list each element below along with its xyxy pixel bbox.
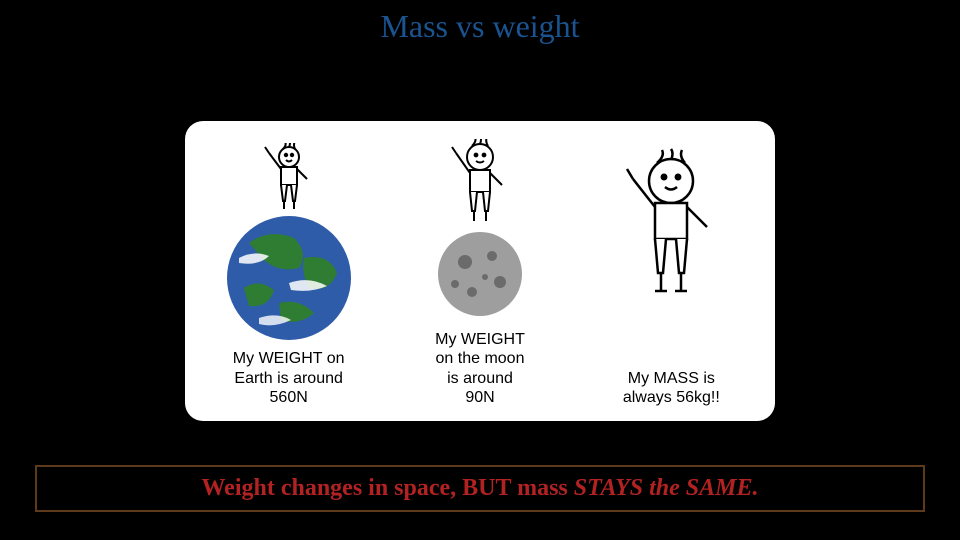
footer-text: Weight changes in space, BUT mass STAYS … xyxy=(201,475,758,501)
bullet-marker: ▪ xyxy=(60,84,90,111)
space-caption: My MASS is always 56kg!! xyxy=(623,369,720,407)
moon-caption: My WEIGHT on the moon is around 90N xyxy=(435,330,525,407)
page-title: Mass vs weight xyxy=(0,0,960,45)
bullet-item: ▪ Mass and weight ARE NOT the same!! xyxy=(60,55,900,82)
illustration-card: My WEIGHT on Earth is around 560N xyxy=(185,121,775,421)
bullet-item: ▪ WEIGHT is dependent on gravity, not ma… xyxy=(60,84,900,111)
earth-figure-icon xyxy=(204,143,374,343)
moon-figure-icon xyxy=(405,139,555,324)
bullet-marker: ▪ xyxy=(60,55,90,82)
bullet-list: ▪ Mass and weight ARE NOT the same!! ▪ W… xyxy=(0,45,960,111)
space-column: My MASS is always 56kg!! xyxy=(576,131,767,407)
earth-column: My WEIGHT on Earth is around 560N xyxy=(193,131,384,407)
earth-caption: My WEIGHT on Earth is around 560N xyxy=(233,349,345,407)
moon-column: My WEIGHT on the moon is around 90N xyxy=(384,131,575,407)
footer-box: Weight changes in space, BUT mass STAYS … xyxy=(35,465,925,512)
bullet-text: WEIGHT is dependent on gravity, not mass… xyxy=(90,84,544,111)
space-figure-icon xyxy=(591,143,751,363)
bullet-text: Mass and weight ARE NOT the same!! xyxy=(90,55,487,82)
